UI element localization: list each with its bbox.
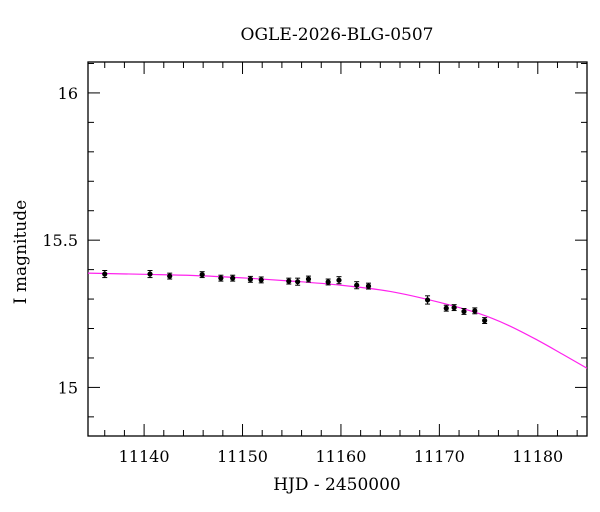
x-tick-label: 11150 bbox=[217, 447, 268, 466]
data-marker bbox=[354, 282, 360, 288]
data-marker bbox=[247, 276, 253, 282]
data-point bbox=[286, 277, 292, 285]
data-marker bbox=[443, 305, 449, 311]
x-tick-label: 11140 bbox=[119, 447, 170, 466]
data-point bbox=[354, 281, 360, 290]
x-axis-tick-labels: 11140 11150 11160 11170 11180 bbox=[119, 447, 564, 466]
data-marker bbox=[199, 272, 205, 278]
plot-frame bbox=[87, 61, 588, 437]
data-point bbox=[167, 272, 173, 280]
data-marker bbox=[218, 275, 224, 281]
data-point bbox=[325, 278, 331, 286]
chart-title: OGLE-2026-BLG-0507 bbox=[241, 25, 434, 45]
data-point bbox=[247, 275, 253, 283]
data-point bbox=[451, 304, 457, 312]
y-axis-tick-labels: 15 15.5 16 bbox=[42, 84, 78, 397]
data-marker bbox=[102, 271, 108, 277]
y-axis-ticks bbox=[88, 62, 587, 418]
data-point bbox=[258, 276, 264, 284]
data-marker bbox=[230, 275, 236, 281]
y-axis-label: I magnitude bbox=[11, 200, 31, 304]
model-curve-line bbox=[87, 272, 588, 369]
data-marker bbox=[325, 279, 331, 285]
data-point bbox=[305, 275, 312, 283]
x-tick-label: 11170 bbox=[414, 447, 465, 466]
data-marker bbox=[258, 277, 264, 283]
plot-border bbox=[87, 61, 588, 437]
data-marker bbox=[365, 283, 372, 289]
data-point bbox=[482, 317, 488, 325]
x-axis-label: HJD - 2450000 bbox=[273, 475, 401, 495]
data-marker bbox=[451, 305, 457, 311]
data-marker bbox=[472, 308, 478, 314]
data-point bbox=[443, 304, 449, 312]
data-points bbox=[102, 269, 488, 325]
data-marker bbox=[305, 276, 312, 282]
data-marker bbox=[147, 271, 153, 277]
data-marker bbox=[295, 279, 301, 285]
data-point bbox=[295, 277, 301, 286]
data-point bbox=[365, 282, 372, 290]
data-point bbox=[199, 271, 205, 279]
model-curve bbox=[87, 272, 588, 369]
data-marker bbox=[461, 308, 467, 315]
data-point bbox=[230, 274, 236, 282]
x-axis-ticks bbox=[104, 62, 578, 436]
data-point bbox=[461, 307, 467, 315]
data-point bbox=[424, 295, 431, 305]
data-marker bbox=[424, 297, 431, 303]
data-marker bbox=[482, 317, 488, 324]
data-point bbox=[147, 269, 153, 279]
data-point bbox=[102, 269, 108, 279]
data-marker bbox=[336, 277, 342, 283]
data-point bbox=[218, 274, 224, 282]
data-point bbox=[336, 276, 342, 285]
y-tick-label: 15.5 bbox=[42, 231, 78, 250]
x-tick-label: 11180 bbox=[512, 447, 563, 466]
y-tick-label: 16 bbox=[58, 84, 78, 103]
data-marker bbox=[286, 278, 292, 284]
y-tick-label: 15 bbox=[58, 378, 78, 397]
x-tick-label: 11160 bbox=[315, 447, 366, 466]
data-point bbox=[472, 307, 478, 315]
data-marker bbox=[167, 273, 173, 279]
